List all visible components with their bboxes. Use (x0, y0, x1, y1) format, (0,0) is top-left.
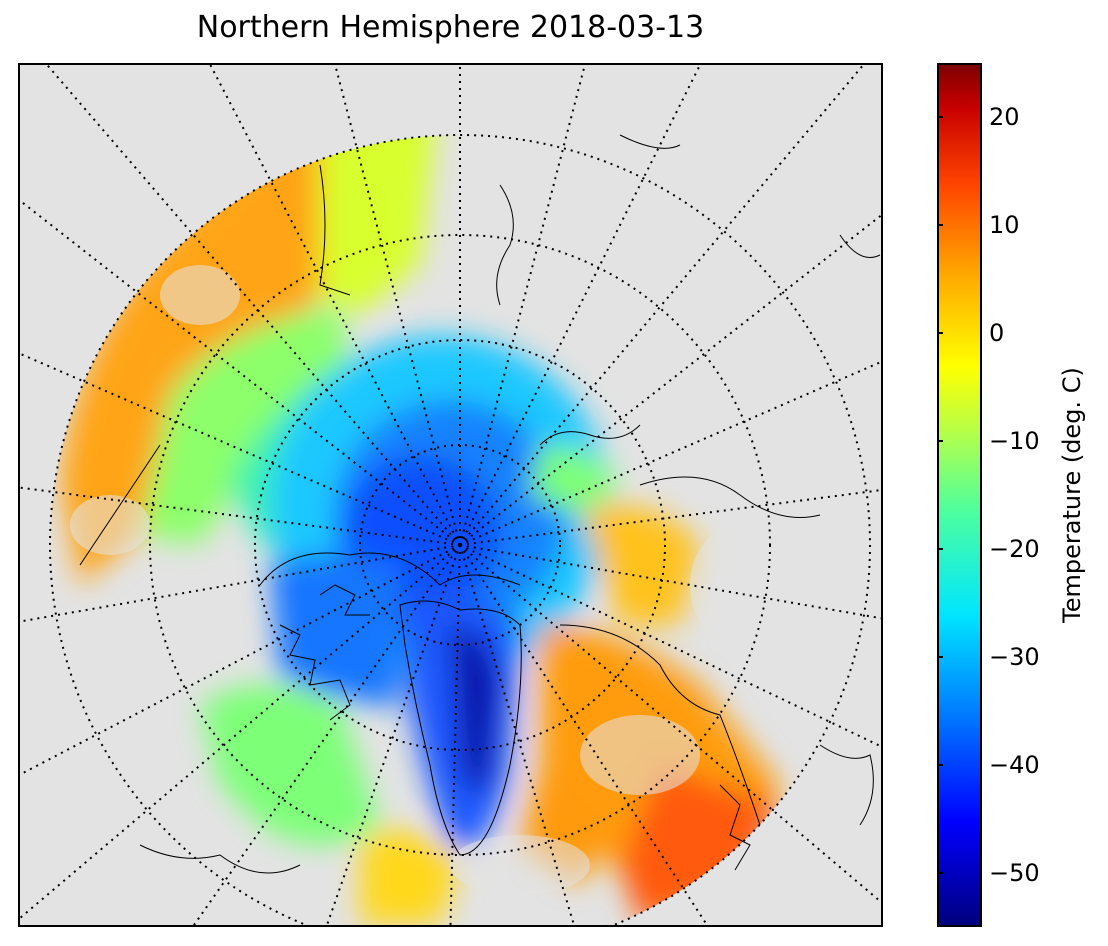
temperature-field (60, 135, 790, 925)
map-panel[interactable] (18, 63, 883, 927)
map-title: Northern Hemisphere 2018-03-13 (196, 10, 705, 45)
colorbar-tick (937, 116, 943, 118)
colorbar-tick-label: −30 (989, 643, 1040, 671)
colorbar-tick (937, 656, 943, 658)
colorbar-tick-label: −10 (989, 427, 1040, 455)
polar-map (20, 65, 881, 925)
colorbar-tick-label: −40 (989, 751, 1040, 779)
colorbar-tick-label: 0 (989, 319, 1005, 347)
colorbar-tick-label: −20 (989, 535, 1040, 563)
colorbar-tick-label: 10 (989, 211, 1020, 239)
colorbar-tick (937, 548, 943, 550)
colorbar-label: Temperature (deg. C) (1058, 367, 1086, 623)
colorbar-tick (937, 872, 943, 874)
coastlines (79, 134, 881, 874)
colorbar-tick-label: 20 (989, 103, 1020, 131)
colorbar-tick (937, 764, 943, 766)
colorbar-tick (937, 224, 943, 226)
graticule (20, 65, 881, 925)
colorbar-tick (937, 440, 943, 442)
colorbar (937, 63, 982, 927)
colorbar-tick-label: −50 (989, 859, 1040, 887)
colorbar-tick (937, 332, 943, 334)
